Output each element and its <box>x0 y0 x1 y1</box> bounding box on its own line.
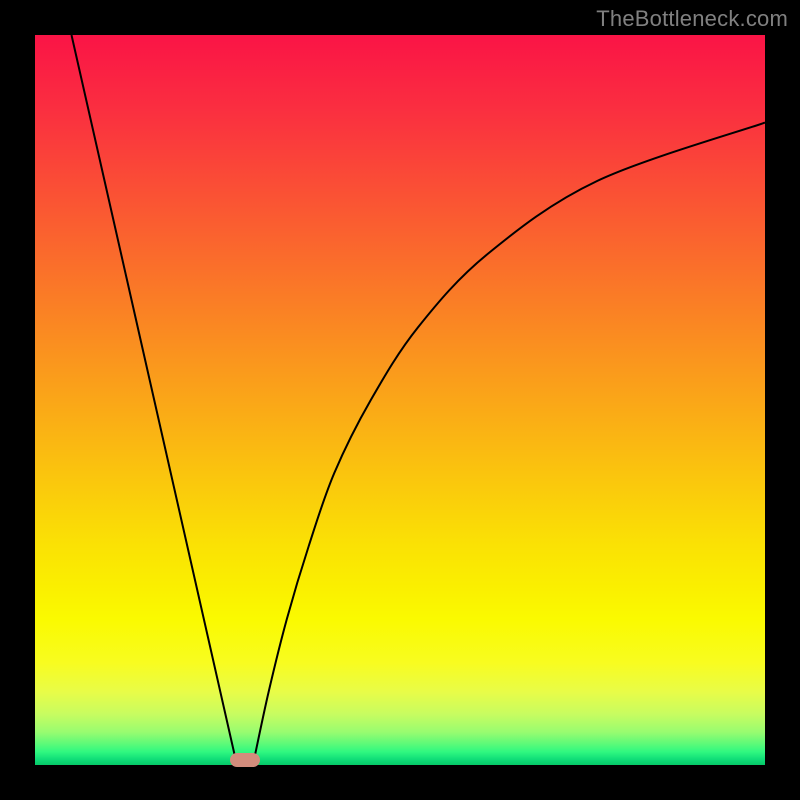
watermark-text: TheBottleneck.com <box>596 6 788 32</box>
optimum-marker <box>230 753 260 767</box>
bottleneck-chart <box>35 35 765 765</box>
gradient-background <box>35 35 765 765</box>
